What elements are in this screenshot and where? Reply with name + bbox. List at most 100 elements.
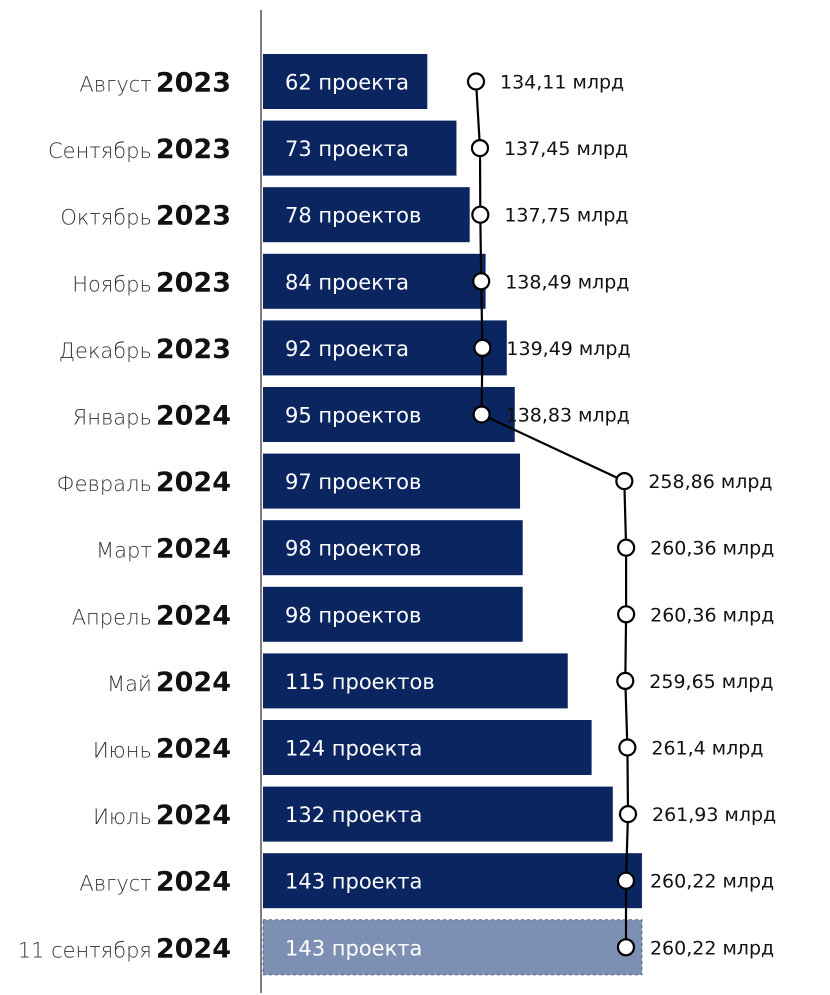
category-month: Октябрь (60, 206, 152, 230)
category-month: Январь (73, 406, 152, 430)
category-label: Март 2024 (96, 534, 231, 565)
value-label: 138,49 млрд (505, 271, 629, 293)
value-label: 261,4 млрд (651, 738, 763, 760)
value-label: 260,22 млрд (650, 937, 774, 959)
bar (263, 653, 568, 709)
value-label: 258,86 млрд (648, 471, 772, 493)
bars-group: 62 проекта 73 проекта 78 проектов 84 проект… (262, 54, 643, 976)
bar (263, 253, 486, 309)
category-year: 2023 (156, 334, 231, 365)
line-point (473, 338, 492, 357)
category-year: 2024 (156, 734, 231, 765)
series-line (474, 81, 630, 948)
bar-label: 73 проекта (285, 137, 409, 161)
value-label: 137,45 млрд (504, 138, 628, 160)
value-label: 259,65 млрд (649, 671, 773, 693)
value-label: 261,93 млрд (652, 804, 776, 826)
bar-label: 115 проектов (285, 670, 435, 694)
line-point (618, 738, 637, 757)
category-label: Февраль 2024 (57, 467, 231, 498)
bar (263, 187, 470, 243)
category-year: 2024 (156, 933, 231, 964)
line-point (616, 938, 636, 957)
category-month: Май (107, 672, 152, 696)
category-label: 11 сентября 2024 (18, 933, 231, 964)
value-label: 134,11 млрд (500, 72, 624, 94)
bar (263, 120, 457, 176)
category-month: Декабрь (59, 339, 152, 363)
value-label: 138,83 млрд (506, 405, 630, 427)
line-point (466, 72, 486, 91)
bar-label: 84 проекта (285, 270, 409, 294)
category-year: 2024 (156, 534, 231, 565)
category-month: Август (79, 73, 152, 97)
category-label: Ноябрь 2023 (72, 267, 231, 298)
line-point (472, 405, 491, 424)
category-label: Апрель 2024 (72, 600, 231, 631)
category-year: 2023 (156, 68, 231, 99)
category-month: Март (96, 539, 152, 563)
line-point (471, 205, 490, 224)
value-label: 139,49 млрд (506, 338, 630, 360)
line-point (472, 272, 491, 291)
category-year: 2024 (156, 600, 231, 631)
line-point (618, 804, 638, 824)
category-month: Февраль (57, 472, 152, 496)
category-label: Август 2023 (79, 68, 231, 99)
category-label: Сентябрь 2023 (48, 134, 231, 165)
bar (263, 54, 428, 109)
bar-label: 62 проекта (285, 71, 409, 95)
bar-label: 132 проекта (285, 803, 422, 827)
category-year: 2024 (156, 800, 231, 831)
value-label: 260,36 млрд (650, 538, 774, 560)
category-label: Январь 2024 (73, 401, 231, 432)
line-point (617, 538, 636, 557)
category-label: Декабрь 2023 (59, 334, 231, 365)
value-label: 137,75 млрд (504, 205, 628, 227)
category-month: Август (79, 872, 152, 896)
line-point (616, 871, 636, 890)
bar-label: 95 проектов (285, 404, 421, 428)
bar-label: 78 проектов (285, 204, 421, 228)
bar-label: 143 проекта (285, 870, 422, 894)
bar-label: 143 проекта (285, 936, 422, 960)
bar (263, 786, 613, 842)
category-year: 2023 (156, 267, 231, 298)
bar (263, 720, 592, 775)
bar (262, 919, 643, 976)
bar (263, 320, 507, 376)
category-month: Июнь (93, 739, 152, 763)
bar-label: 98 проектов (285, 603, 421, 627)
category-label: Июнь 2024 (93, 734, 231, 765)
category-label: Июль 2024 (93, 800, 231, 831)
category-month: Июль (93, 805, 152, 829)
category-year: 2024 (156, 667, 231, 698)
category-month: 11 сентября (18, 938, 152, 962)
category-year: 2024 (156, 467, 231, 498)
value-labels-group: 134,11 млрд 137,45 млрд 137,75 млрд 138,49 … (500, 72, 776, 960)
line-point (615, 472, 634, 491)
points-group (466, 72, 638, 957)
bar-label: 98 проектов (285, 537, 421, 561)
line-point (617, 605, 636, 624)
category-label: Октябрь 2023 (60, 201, 231, 232)
bar-label: 92 проекта (285, 337, 409, 361)
category-month: Апрель (72, 605, 152, 629)
category-month: Сентябрь (48, 139, 152, 163)
category-year: 2024 (156, 401, 231, 432)
category-month: Ноябрь (72, 272, 152, 296)
bar-label: 97 проектов (285, 470, 421, 494)
category-year: 2024 (156, 867, 231, 898)
bar (263, 520, 523, 576)
line-point (616, 671, 635, 691)
bar (263, 853, 642, 909)
value-label: 260,36 млрд (650, 604, 774, 626)
value-label: 260,22 млрд (650, 871, 774, 893)
bar (263, 453, 521, 509)
line-point (470, 139, 490, 158)
category-year: 2023 (156, 201, 231, 232)
category-label: Август 2024 (79, 867, 231, 898)
category-label: Май 2024 (107, 667, 231, 698)
